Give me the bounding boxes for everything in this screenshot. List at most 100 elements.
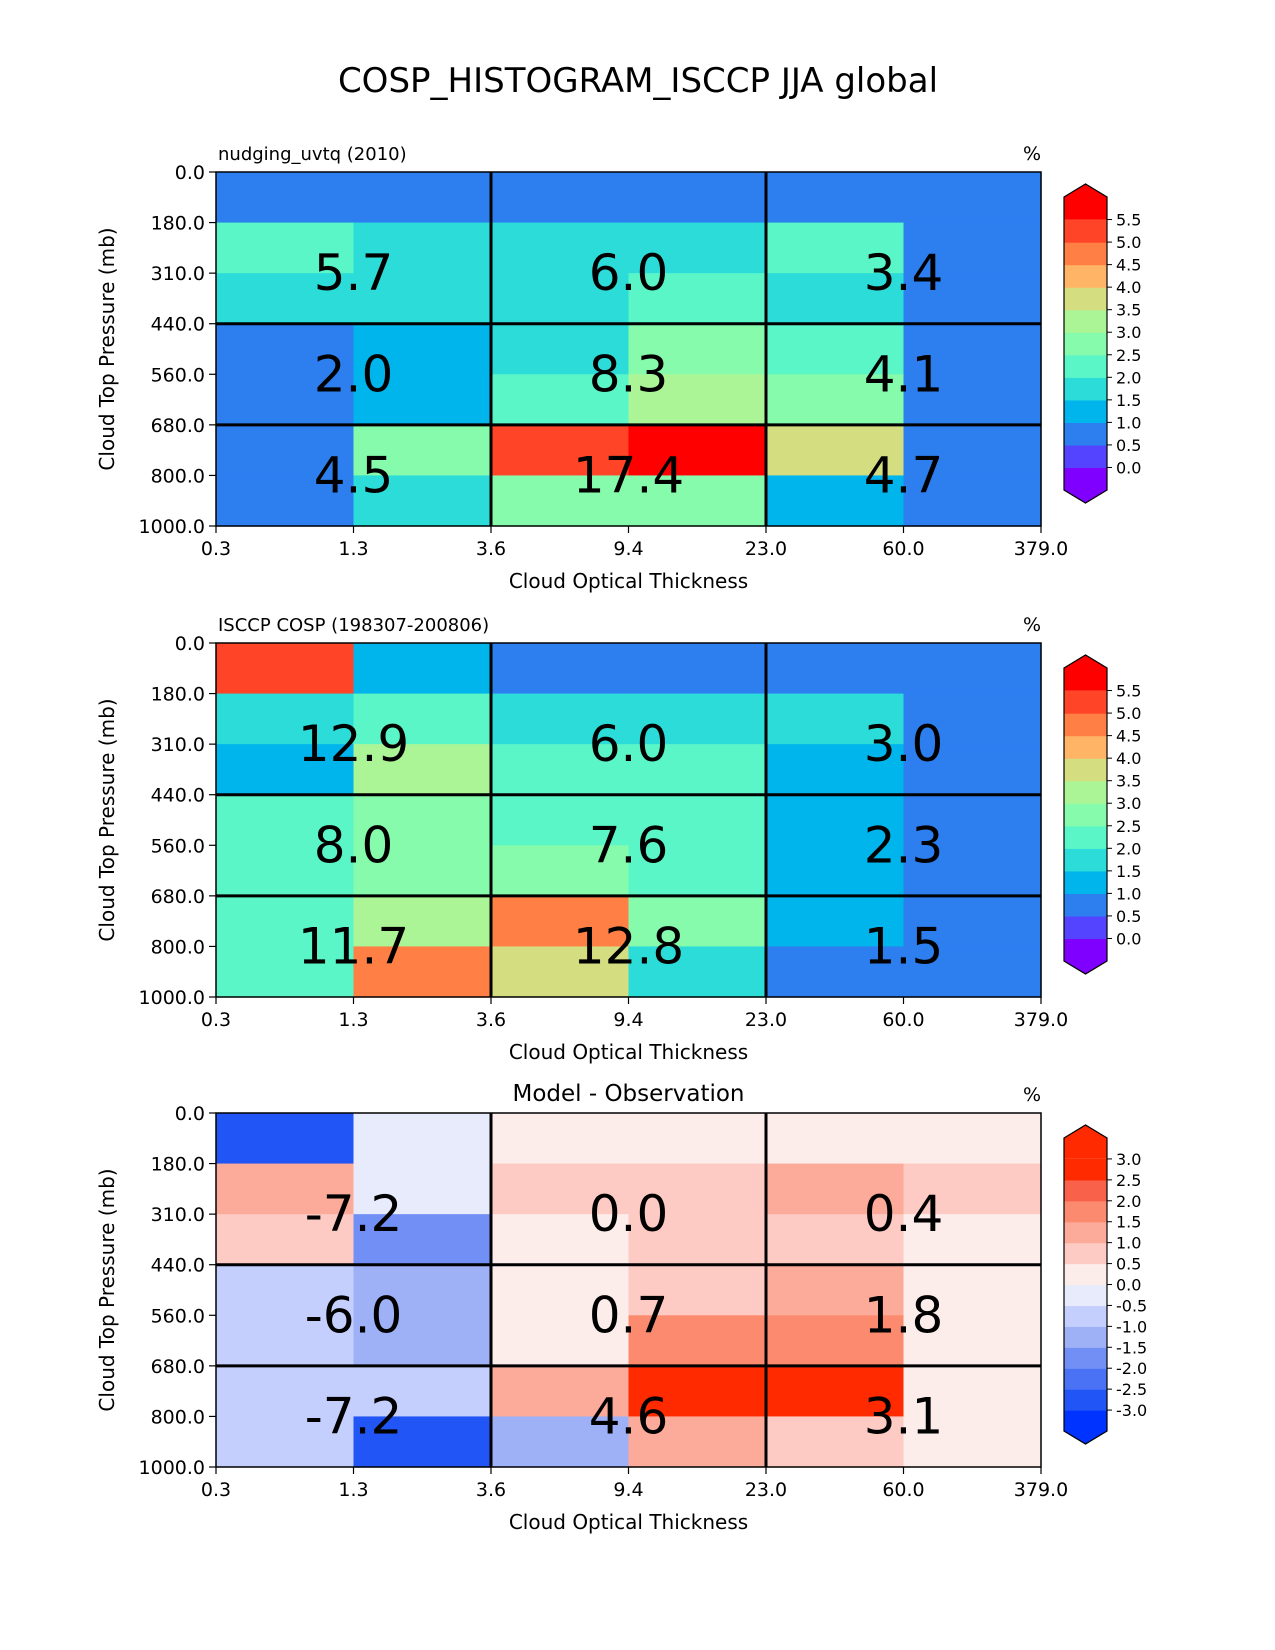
y-tick-label: 680.0 — [151, 415, 205, 437]
y-tick-label: 560.0 — [151, 1305, 205, 1327]
heatmap-cell — [766, 273, 905, 325]
heatmap-cell — [353, 273, 492, 325]
group-total-label: 4.1 — [864, 345, 944, 403]
heatmap-cell — [491, 643, 630, 695]
heatmap-cell — [766, 172, 905, 224]
y-tick-label: 0.0 — [175, 162, 205, 184]
heatmap-cell — [491, 693, 630, 745]
heatmap-cell — [628, 946, 767, 998]
group-total-label: 12.8 — [573, 917, 684, 975]
colorbar-extend-low — [1064, 1410, 1107, 1444]
x-tick-label: 1.3 — [338, 538, 368, 560]
heatmap-cell — [903, 744, 1042, 796]
colorbar-extend-low — [1064, 467, 1107, 503]
panel-title: nudging_uvtq (2010) — [218, 144, 407, 165]
colorbar-bin — [1064, 219, 1107, 243]
x-tick-label: 0.3 — [201, 1009, 231, 1031]
units-label: % — [1023, 143, 1041, 165]
colorbar-tick-label: 0.0 — [1116, 1276, 1141, 1295]
heatmap-cell — [491, 1365, 630, 1418]
y-axis-label: Cloud Top Pressure (mb) — [95, 1168, 119, 1411]
heatmap-cell — [903, 1163, 1042, 1215]
group-total-label: -6.0 — [305, 1286, 403, 1344]
x-tick-label: 379.0 — [1014, 1479, 1068, 1501]
heatmap-cell — [216, 1365, 355, 1418]
heatmap-cell — [216, 172, 355, 224]
group-total-label: 2.3 — [864, 816, 944, 874]
x-tick-label: 1.3 — [338, 1009, 368, 1031]
heatmap-cell — [353, 323, 492, 375]
colorbar-bin — [1064, 1200, 1107, 1223]
heatmap-cell — [628, 273, 767, 325]
heatmap-cell — [903, 374, 1042, 426]
heatmap-cell — [353, 1315, 492, 1367]
colorbar-bin — [1064, 825, 1107, 849]
y-tick-label: 560.0 — [151, 364, 205, 386]
heatmap-cell — [353, 475, 492, 527]
y-tick-label: 310.0 — [151, 734, 205, 756]
heatmap-cell — [491, 946, 630, 998]
colorbar-tick-label: 0.0 — [1116, 458, 1141, 477]
colorbar-bin — [1064, 893, 1107, 917]
panels: 5.7 6.0 3.4 2.0 8.3 4.1 4.5 17.4 4.7 0.3 1.3 3.6 9.4… — [95, 143, 1147, 1534]
colorbar-extend-high — [1064, 655, 1107, 691]
heatmap-cell — [766, 475, 905, 527]
group-total-label: 11.7 — [298, 917, 409, 975]
heatmap-cell — [491, 744, 630, 796]
heatmap-cell — [491, 273, 630, 325]
heatmap-cell — [491, 475, 630, 527]
group-total-label: 3.0 — [864, 715, 944, 773]
y-tick-label: 180.0 — [151, 1154, 205, 1176]
heatmap-cell — [628, 794, 767, 846]
heatmap-cell — [353, 1113, 492, 1165]
heatmap-cell — [216, 643, 355, 695]
colorbar-tick-label: 0.0 — [1116, 929, 1141, 948]
colorbar-bin — [1064, 1179, 1107, 1202]
heatmap-cell — [216, 744, 355, 796]
heatmap-cell — [353, 744, 492, 796]
x-tick-label: 3.6 — [476, 1009, 506, 1031]
colorbar-tick-label: 2.0 — [1116, 1192, 1141, 1211]
heatmap-cell — [491, 374, 630, 426]
colorbar-bin — [1064, 242, 1107, 266]
colorbar-bin — [1064, 1221, 1107, 1244]
heatmap-cell — [216, 323, 355, 375]
colorbar-tick-label: 3.0 — [1116, 794, 1141, 813]
colorbar-tick-label: 2.0 — [1116, 368, 1141, 387]
colorbar-tick-label: 1.0 — [1116, 884, 1141, 903]
colorbar-bin — [1064, 354, 1107, 378]
heatmap-cell — [353, 374, 492, 426]
colorbar-tick-label: 0.5 — [1116, 1255, 1141, 1274]
y-axis-label: Cloud Top Pressure (mb) — [95, 227, 119, 470]
heatmap-cell — [903, 693, 1042, 745]
x-tick-label: 9.4 — [613, 1479, 643, 1501]
heatmap-cell — [628, 895, 767, 948]
heatmap-cell — [903, 1264, 1042, 1316]
colorbar-extend-high — [1064, 1125, 1107, 1159]
heatmap-cell — [216, 845, 355, 897]
heatmap-cell — [491, 1214, 630, 1266]
heatmap-cell — [628, 424, 767, 477]
heatmap-cell — [903, 1416, 1042, 1468]
heatmap-cell — [216, 946, 355, 998]
heatmap-cell — [353, 794, 492, 846]
y-tick-label: 800.0 — [151, 1406, 205, 1428]
group-total-label: -7.2 — [305, 1387, 403, 1445]
heatmap-cell — [491, 1163, 630, 1215]
group-total-label: 1.5 — [864, 917, 944, 975]
heatmap-cell — [216, 475, 355, 527]
heatmap-cell — [353, 1416, 492, 1468]
heatmap-cell — [216, 374, 355, 426]
heatmap-cell — [491, 895, 630, 948]
x-tick-label: 379.0 — [1014, 538, 1068, 560]
heatmap-cell — [216, 693, 355, 745]
colorbar-bin — [1064, 1389, 1107, 1411]
colorbar-tick-label: 3.5 — [1116, 772, 1141, 791]
heatmap-cell — [628, 693, 767, 745]
heatmap-cell — [216, 222, 355, 274]
heatmap-cell — [766, 1163, 905, 1215]
x-axis-label: Cloud Optical Thickness — [509, 1510, 748, 1534]
x-tick-label: 23.0 — [745, 1009, 787, 1031]
heatmap-cell — [491, 424, 630, 477]
heatmap-cell — [903, 1315, 1042, 1367]
